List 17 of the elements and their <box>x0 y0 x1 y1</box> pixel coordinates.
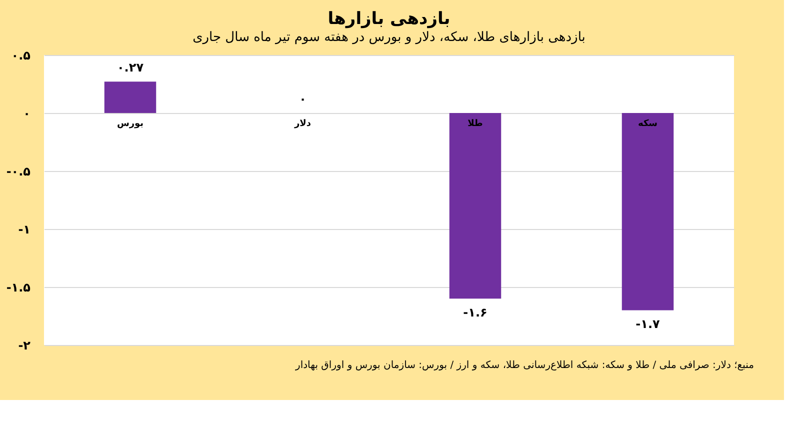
x-tick-label: طلا <box>468 119 483 129</box>
y-tick-label: -۱.۵ <box>6 280 30 294</box>
data-label: ۰ <box>299 92 306 106</box>
x-tick-label: دلار <box>293 119 312 129</box>
data-label: -۱.۷ <box>636 317 661 332</box>
y-tick-label: ۰ <box>23 106 30 120</box>
chart-title: بازدهی بازارها <box>328 9 450 29</box>
text: منبع؛ دلار: صرافی ملی / طلا و سکه: شبکه اطلاع‌رسانی طلا، سکه و ارز / بورس: سازمان بورس و اوراق بهادار <box>294 360 754 371</box>
data-label: ۰.۲۷ <box>116 60 144 75</box>
y-tick-label: -۰.۵ <box>6 164 30 178</box>
x-tick-label: بورس <box>116 119 144 129</box>
y-tick-label: -۲ <box>18 338 32 352</box>
y-tick-label: ۰.۵ <box>11 48 30 62</box>
y-tick-label: -۱ <box>18 222 30 236</box>
data-label: -۱.۶ <box>463 306 488 320</box>
x-tick-label: سکه <box>638 119 658 129</box>
chart-subtitle: بازدهی بازارهای طلا، سکه، دلار و بورس در هفته سوم تیر ماه سال جاری <box>192 30 586 45</box>
